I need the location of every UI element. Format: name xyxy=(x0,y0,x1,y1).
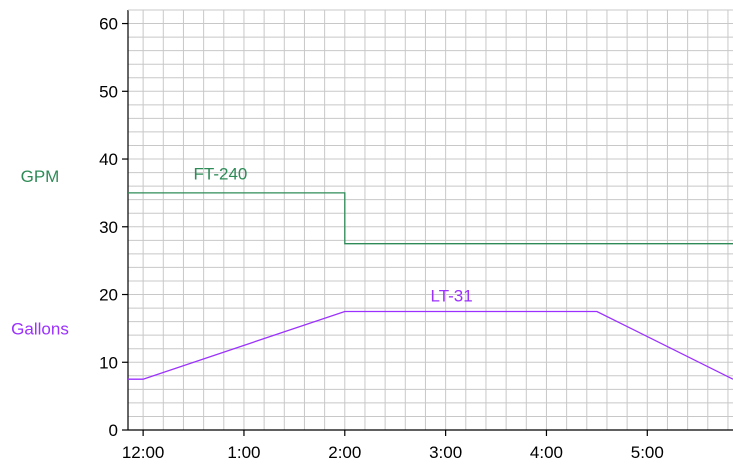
grid xyxy=(128,9,733,431)
axes xyxy=(127,9,733,431)
y-tick-label: 20 xyxy=(99,286,118,305)
series-labels: FT-240 LT-31 xyxy=(194,164,473,305)
series-line-lt-31 xyxy=(128,310,733,380)
x-tick-label: 5:00 xyxy=(631,443,664,462)
series-label-lt-31: LT-31 xyxy=(431,286,473,305)
unit-labels: GPM Gallons xyxy=(11,167,69,338)
x-tick-label: 2:00 xyxy=(328,443,361,462)
y-tick-label: 60 xyxy=(99,15,118,34)
series xyxy=(128,192,733,380)
x-tick-label: 3:00 xyxy=(429,443,462,462)
x-tick-labels: 12:00 1:00 2:00 3:00 4:00 5:00 xyxy=(122,430,664,462)
unit-label-gallons: Gallons xyxy=(11,319,69,338)
x-tick-label: 1:00 xyxy=(227,443,260,462)
y-tick-label: 0 xyxy=(109,421,118,440)
series-label-ft-240: FT-240 xyxy=(194,164,248,183)
unit-label-gpm: GPM xyxy=(21,167,60,186)
y-tick-label: 30 xyxy=(99,218,118,237)
y-tick-label: 10 xyxy=(99,353,118,372)
series-line-ft-240 xyxy=(128,192,733,245)
y-tick-label: 50 xyxy=(99,82,118,101)
y-tick-label: 40 xyxy=(99,150,118,169)
x-tick-label: 12:00 xyxy=(122,443,165,462)
y-tick-labels: 0 10 20 30 40 50 60 xyxy=(99,15,128,440)
x-tick-label: 4:00 xyxy=(530,443,563,462)
